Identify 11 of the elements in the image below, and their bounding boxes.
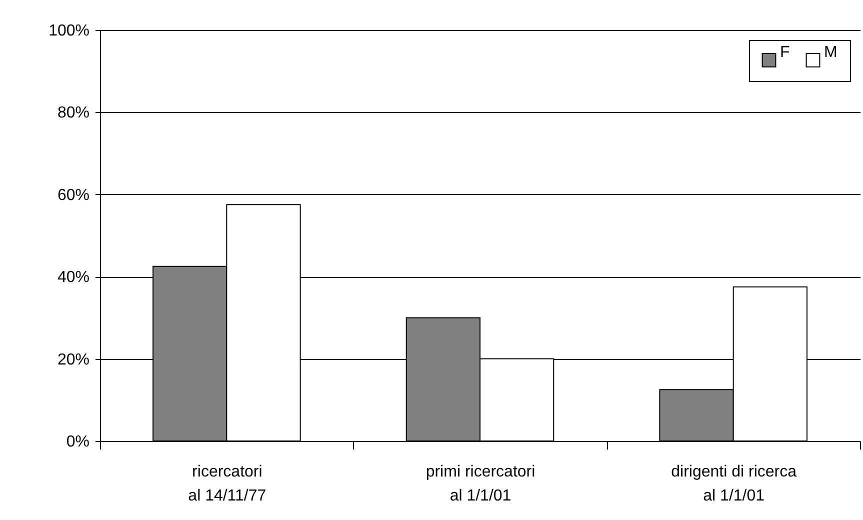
y-tick-label: 80% [57,104,90,122]
legend-label: M [824,44,838,62]
x-tick-label: primi ricercatori al 1/1/01 [426,464,536,504]
legend-label: F [780,44,790,62]
y-tick-label: 40% [57,269,90,286]
y-tick-label: 60% [57,186,90,204]
y-tick-label: 100% [48,22,90,40]
x-tick-label: ricercatori al 14/11/77 [188,464,266,504]
y-tick-label: 20% [57,351,90,368]
x-tick-label: dirigenti di ricerca al 1/1/01 [671,464,797,504]
y-tick-label: 0% [66,434,90,450]
